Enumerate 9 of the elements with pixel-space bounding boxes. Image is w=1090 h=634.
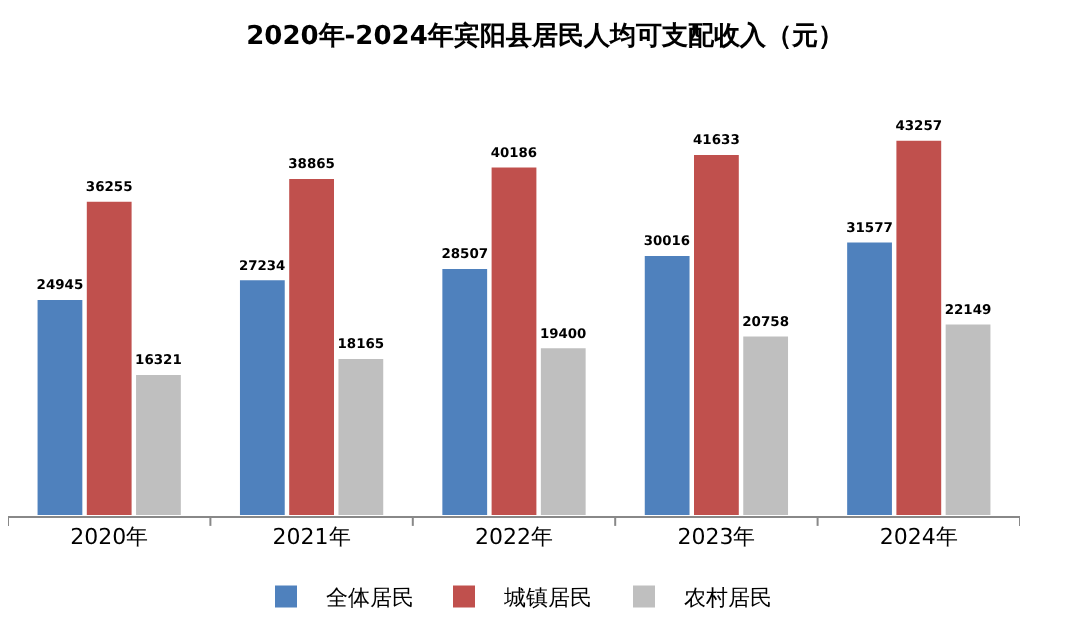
legend-label: 全体居民 <box>326 585 414 612</box>
x-tick-label: 2023年 <box>677 524 756 551</box>
legend-label: 城镇居民 <box>502 585 592 612</box>
chart-title: 2020年-2024年宾阳县居民人均可支配收入（元） <box>246 19 844 52</box>
x-tick-label: 2021年 <box>272 524 351 551</box>
x-tick-label: 2024年 <box>879 524 958 551</box>
x-tick-label: 2022年 <box>475 524 553 551</box>
x-tick-label: 2020年 <box>70 524 149 551</box>
legend-label: 农村居民 <box>684 585 772 612</box>
